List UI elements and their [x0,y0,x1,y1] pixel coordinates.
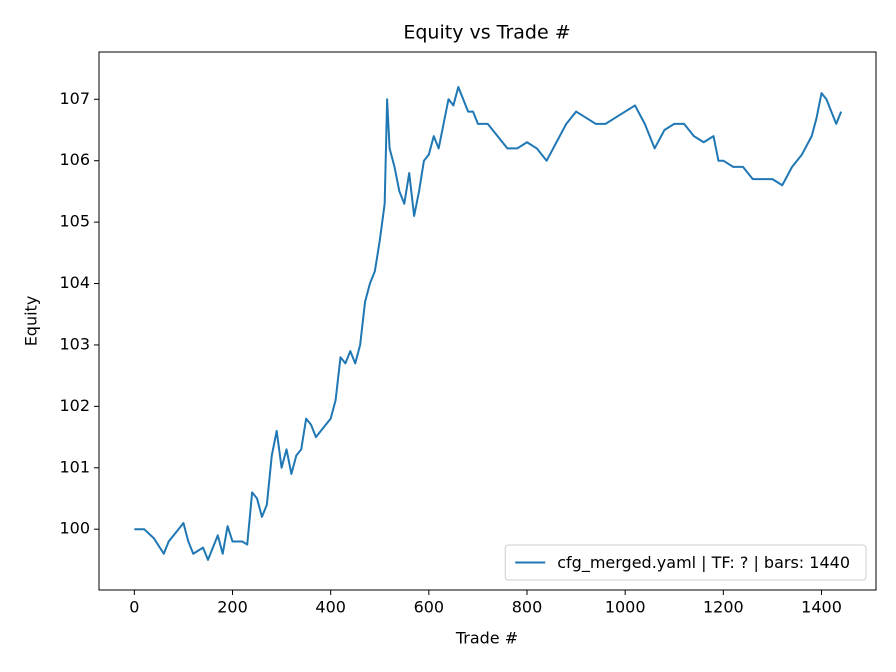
x-tick-label: 400 [315,598,346,617]
legend-box [504,544,867,581]
x-tick-label: 1200 [703,598,744,617]
y-tick-label: 100 [59,519,90,538]
y-tick-label: 105 [59,212,90,231]
x-tick-label: 800 [512,598,543,617]
x-tick-label: 1400 [801,598,842,617]
y-tick-label: 107 [59,89,90,108]
y-tick-label: 101 [59,457,90,476]
series-line [134,86,843,561]
y-axis-label: Equity [22,296,41,347]
x-axis-label: Trade # [455,629,518,648]
y-tick-label: 102 [59,396,90,415]
y-tick-label: 104 [59,273,90,292]
y-tick-label: 106 [59,150,90,169]
x-tick-label: 600 [414,598,445,617]
plot-frame [98,51,877,591]
x-tick-label: 1000 [605,598,646,617]
x-tick-label: 200 [217,598,248,617]
legend-label: cfg_merged.yaml | TF: ? | bars: 1440 [557,553,850,573]
x-tick-label: 0 [129,598,139,617]
y-tick-label: 103 [59,334,90,353]
chart-title: Equity vs Trade # [403,22,570,44]
